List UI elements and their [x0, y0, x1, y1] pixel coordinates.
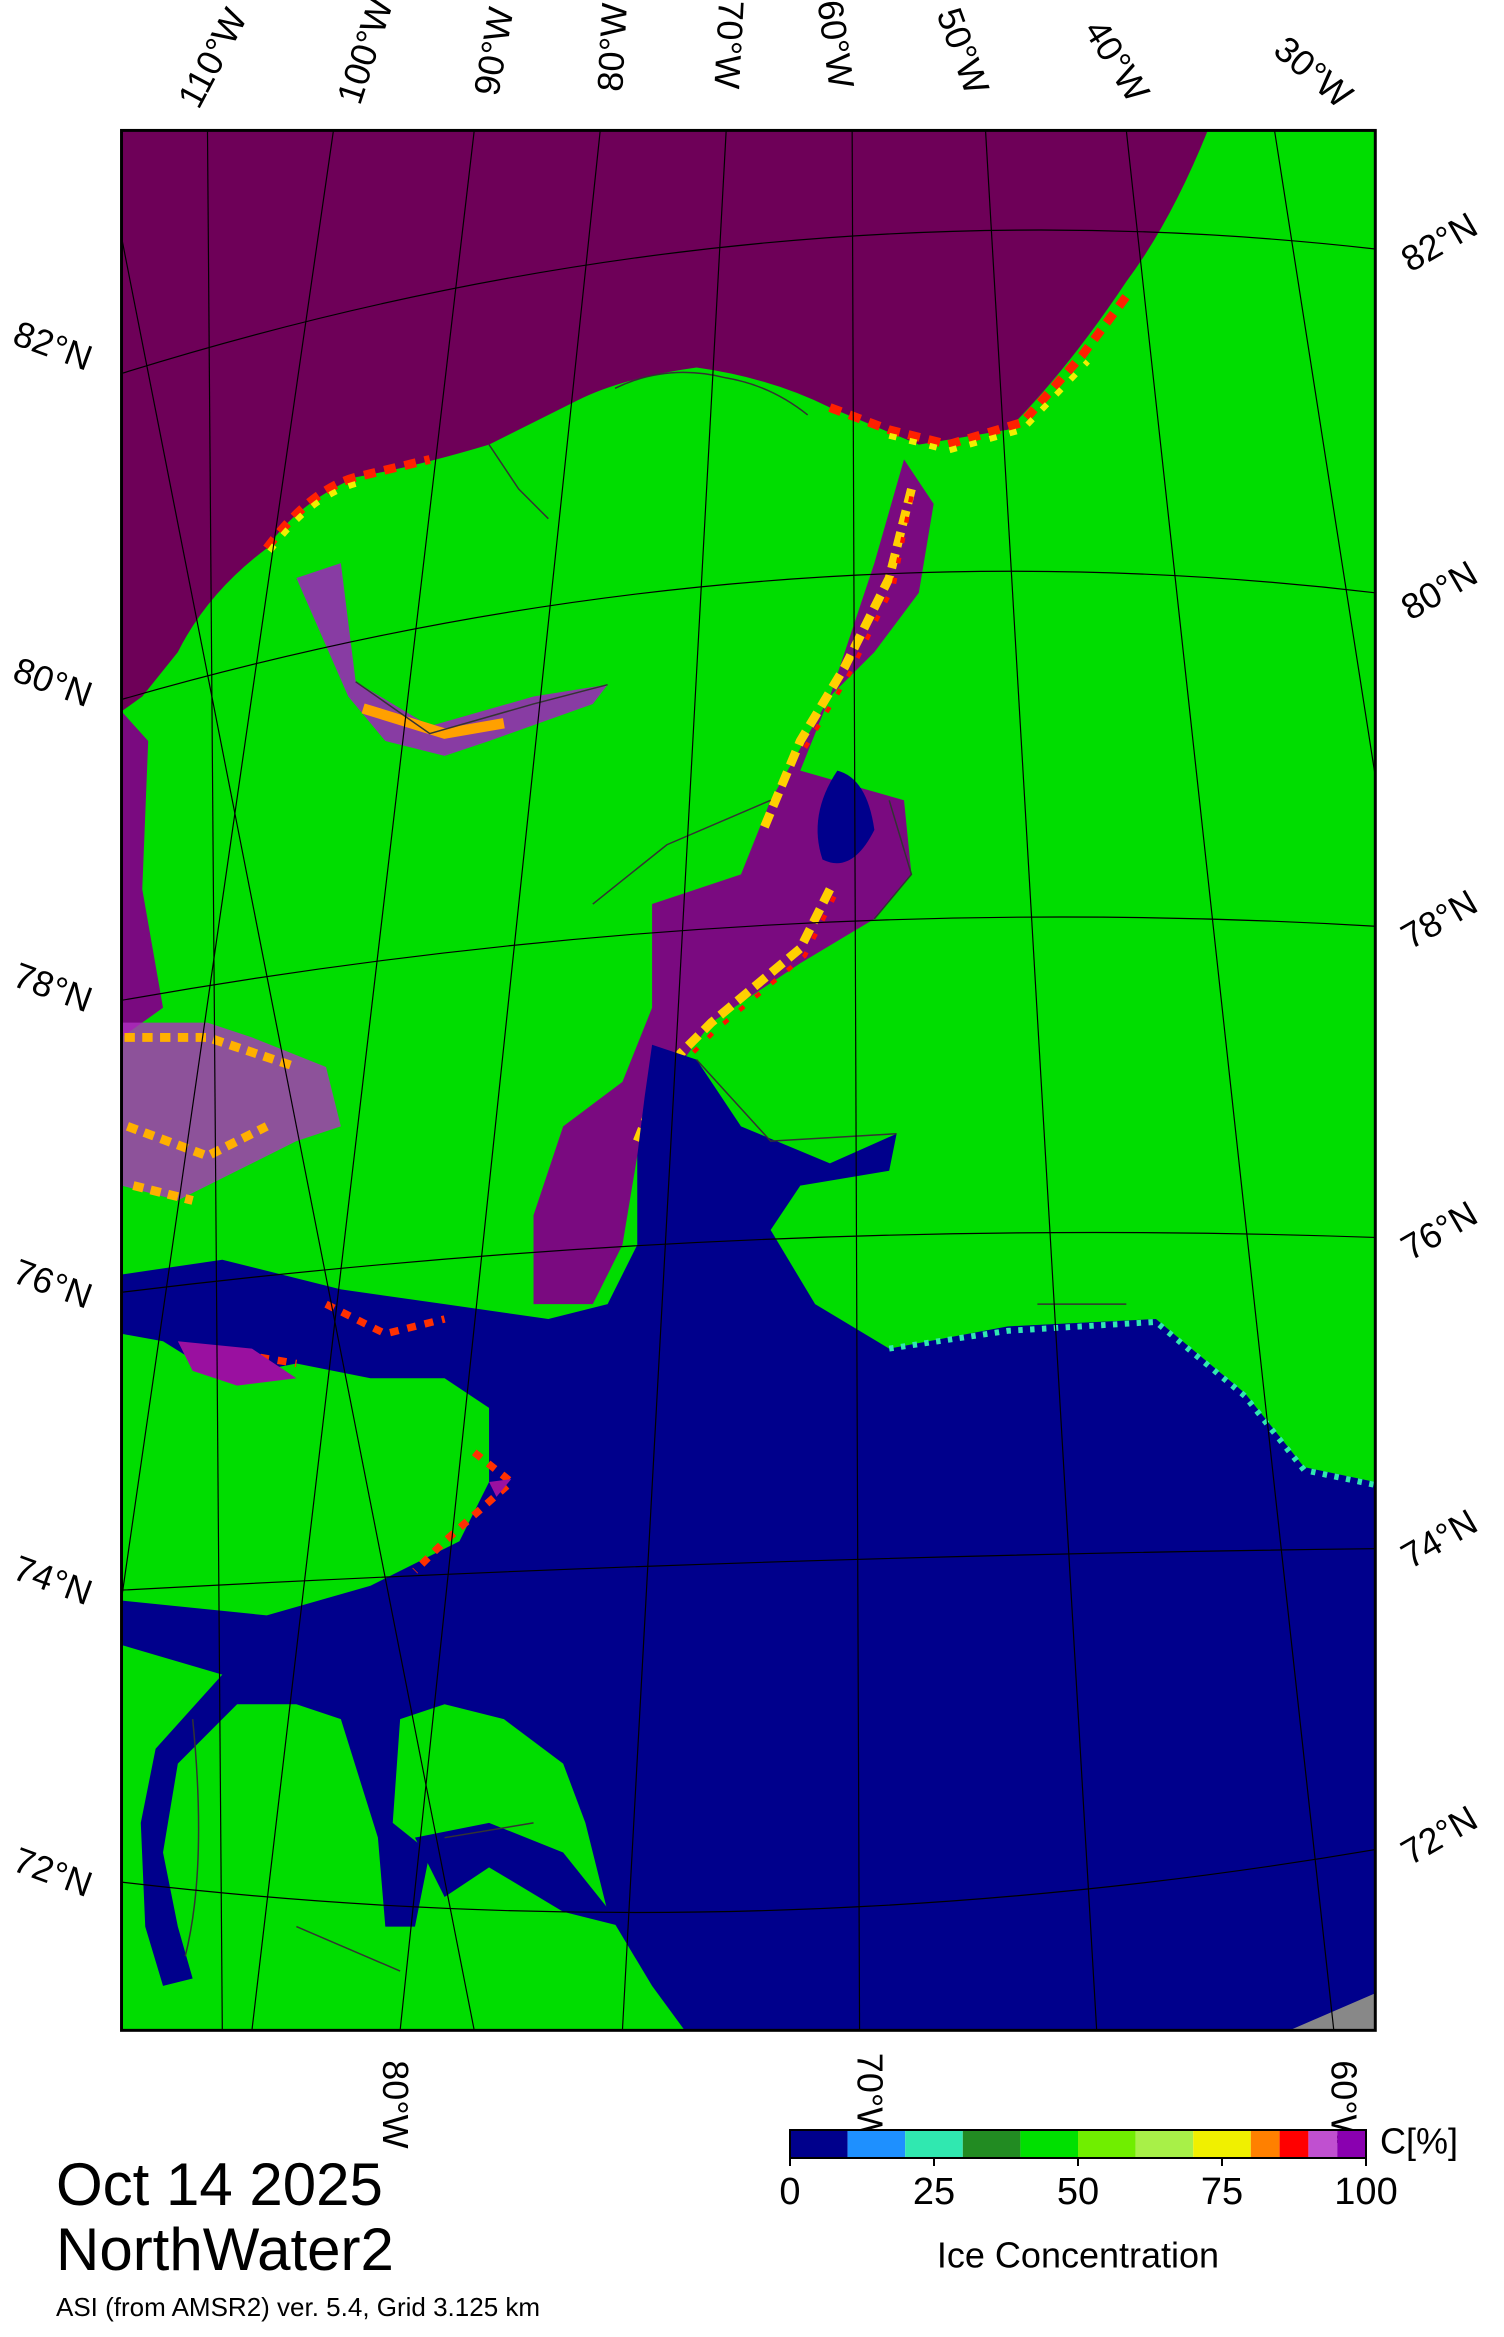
ice-edge: [263, 293, 1130, 552]
lon-label: 30°W: [1266, 28, 1360, 116]
lat-label: 80°N: [8, 649, 98, 715]
lon-label: 100°W: [328, 0, 401, 109]
title: Oct 14 2025: [56, 2151, 383, 2218]
lat-label: 74°N: [8, 1547, 98, 1613]
colorbar-segment: [1020, 2130, 1078, 2158]
lon-label: 80°W: [589, 2, 635, 92]
colorbar-segment: [1308, 2130, 1338, 2158]
lat-label: 80°N: [1394, 552, 1484, 628]
region-name: NorthWater2: [56, 2216, 394, 2283]
colorbar-unit: C[%]: [1380, 2121, 1458, 2162]
channel-ice: [206, 1300, 518, 1574]
colorbar-tick-label: 0: [779, 2171, 800, 2213]
colorbar-tick-label: 75: [1201, 2171, 1243, 2213]
map-area: [121, 130, 1376, 2031]
lon-label: 60°W: [809, 0, 862, 91]
channel-open: [817, 770, 875, 864]
colorbar-label: Ice Concentration: [937, 2235, 1219, 2276]
colorbar-segment: [905, 2130, 963, 2158]
lon-label: 40°W: [1076, 12, 1158, 109]
colorbar-tick-label: 25: [913, 2171, 955, 2213]
lat-label: 76°N: [1394, 1193, 1484, 1269]
lat-label: 76°N: [8, 1251, 98, 1317]
lat-label: 78°N: [8, 954, 98, 1020]
channel-ice: [124, 1032, 298, 1205]
open-water: [121, 1044, 1376, 2031]
lon-label: 70°W: [706, 0, 752, 90]
colorbar-segment: [1135, 2130, 1194, 2158]
colorbar-segment: [847, 2130, 906, 2158]
lon-label: 110°W: [169, 2, 255, 115]
colorbar-tick-label: 100: [1334, 2171, 1397, 2213]
pack-ice-west: [121, 711, 164, 1038]
graticule: [121, 130, 1376, 2031]
colorbar-tick-label: 50: [1057, 2171, 1099, 2213]
lat-label: 72°N: [1394, 1797, 1484, 1873]
open-water-inlet: [414, 1822, 623, 1927]
channel-ice: [669, 496, 914, 1077]
map: [120, 128, 1377, 2032]
lon-label: 70°W: [849, 2053, 890, 2141]
lat-label: 82°N: [8, 312, 98, 378]
channel-ice: [361, 703, 505, 739]
lat-label: 82°N: [1394, 204, 1484, 280]
lat-label: 72°N: [8, 1839, 98, 1905]
colorbar-segment: [962, 2130, 1021, 2158]
colorbar-segment: [1279, 2130, 1309, 2158]
subtitle: ASI (from AMSR2) ver. 5.4, Grid 3.125 km: [56, 2292, 540, 2322]
pack-ice: [121, 130, 1208, 712]
lon-label: 80°W: [375, 2060, 416, 2148]
map-frame: [120, 128, 1377, 2032]
lat-label: 74°N: [1394, 1501, 1484, 1577]
lon-label: 90°W: [466, 4, 522, 98]
colorbar-segment: [1193, 2130, 1251, 2158]
coastline: [184, 371, 1127, 1972]
colorbar-segment: [1250, 2130, 1280, 2158]
colorbar-segment: [1078, 2130, 1136, 2158]
colorbar-segment: [1337, 2130, 1366, 2158]
channel-ice: [533, 459, 934, 1305]
ice-edge: [267, 359, 1090, 554]
lat-label: 78°N: [1394, 881, 1484, 957]
channel-ice: [177, 1341, 512, 1497]
colorbar-segment: [790, 2130, 848, 2158]
lon-label: 50°W: [929, 2, 998, 99]
